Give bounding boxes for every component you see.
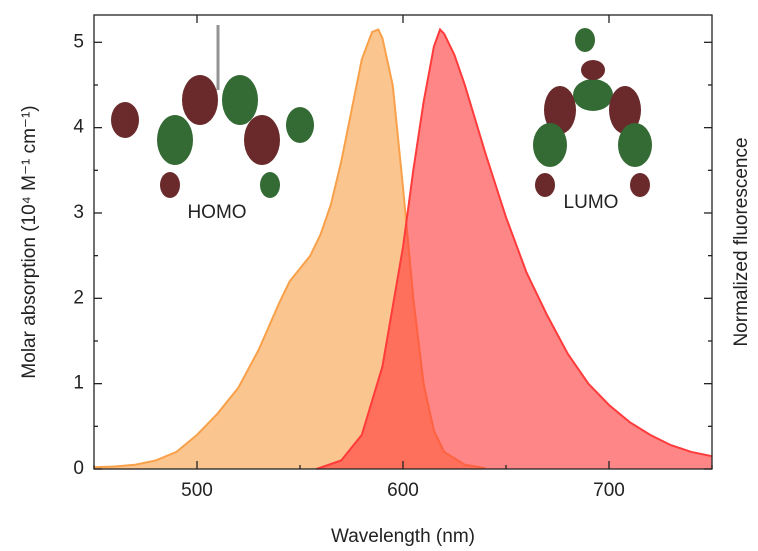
x-tick-label: 700	[593, 480, 625, 501]
y-tick-label: 4	[73, 117, 84, 138]
x-tick-label: 500	[181, 480, 213, 501]
chart: 500 600 700 0 1 2 3 4 5 Wavelength (nm) Molar abso…	[0, 0, 758, 551]
x-axis-label: Wavelength (nm)	[331, 526, 475, 547]
y-tick-label: 3	[73, 202, 84, 223]
y-tick-label: 5	[73, 31, 84, 52]
y-tick-label: 1	[73, 373, 84, 394]
lumo-orbital-sketch	[533, 28, 652, 197]
y2-axis-label: Normalized fluorescence	[731, 137, 752, 346]
homo-orbital-sketch	[111, 25, 314, 198]
annotation: LUMO	[564, 192, 619, 213]
y-tick-label: 0	[73, 458, 84, 479]
annotation: HOMO	[187, 202, 246, 223]
x-tick-label: 600	[387, 480, 419, 501]
y-axis-label: Molar absorption (10⁴ M⁻¹ cm⁻¹)	[19, 105, 40, 378]
y-tick-label: 2	[73, 287, 84, 308]
